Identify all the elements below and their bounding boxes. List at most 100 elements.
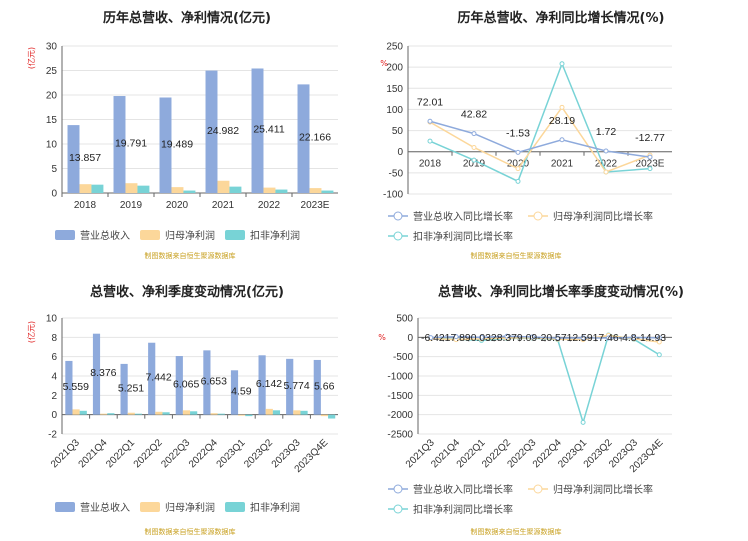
- y-tick-label: 0: [407, 333, 413, 344]
- legend-label-revenue[interactable]: 营业总收入: [80, 229, 130, 242]
- legend: 营业总收入同比增长率 归母净利润同比增长率 扣非净利润同比增长率: [388, 210, 653, 243]
- x-tick-label: 2019: [463, 159, 486, 170]
- y-tick-label: 5: [51, 164, 57, 175]
- x-tick-label: 2019: [120, 200, 143, 211]
- line-revenue-growth: [429, 120, 651, 158]
- y-tick-label: 20: [46, 91, 58, 102]
- legend-label-net-profit[interactable]: 归母净利润: [165, 229, 215, 242]
- bar-deducted-profit: [134, 413, 143, 415]
- x-tick-label: 2023E: [301, 200, 330, 211]
- legend-label-deducted-profit[interactable]: 扣非净利润: [250, 229, 300, 242]
- data-label-revenue: 19.489: [161, 138, 193, 150]
- x-tick-label: 2022: [258, 200, 281, 211]
- legend-label-net-profit-growth[interactable]: 归母净利润同比增长率: [553, 483, 653, 496]
- x-tick-label: 2022Q2: [132, 437, 165, 470]
- data-label-revenue: 5.559: [63, 381, 89, 393]
- bar-net-profit: [293, 410, 301, 415]
- point-revenue-growth: [631, 335, 637, 341]
- legend-label-deducted-profit[interactable]: 扣非净利润: [250, 501, 300, 514]
- legend-label-deducted-growth[interactable]: 扣非净利润同比增长率: [413, 503, 513, 516]
- line-deducted-profit-growth: [430, 334, 660, 426]
- data-label-revenue-growth: -1.53: [506, 127, 530, 139]
- data-label-revenue-growth: 28.19: [549, 115, 575, 127]
- legend-label-revenue[interactable]: 营业总收入: [80, 501, 130, 514]
- y-tick-label: -2000: [387, 410, 413, 421]
- bar-deducted-profit: [272, 410, 281, 415]
- y-tick-label: 4: [51, 372, 57, 383]
- y-axis-label: %: [378, 333, 386, 342]
- point-revenue-growth: [428, 335, 434, 341]
- x-tick-label: 2021: [551, 159, 574, 170]
- point-revenue-growth: [471, 131, 477, 137]
- source-note: 制图数据来自恒生聚源数据库: [145, 527, 236, 536]
- point-deducted-profit-growth: [559, 61, 565, 67]
- bar-revenue: [92, 333, 101, 415]
- legend-marker-net-profit-growth: [533, 484, 543, 494]
- data-label-revenue: 22.166: [299, 132, 331, 144]
- line-net-profit-growth: [429, 106, 651, 173]
- y-tick-label: -1000: [387, 372, 413, 383]
- data-label-revenue: 4.59: [231, 385, 252, 397]
- bar-net-profit: [210, 413, 218, 415]
- legend-swatch-revenue: [55, 502, 75, 512]
- legend-label-net-profit-growth[interactable]: 归母净利润同比增长率: [553, 210, 653, 223]
- point-deducted-profit-growth: [427, 138, 433, 144]
- y-tick-label: 100: [386, 105, 403, 116]
- legend: 营业总收入 归母净利润 扣非净利润: [55, 229, 300, 242]
- bar-revenue: [205, 70, 218, 193]
- bar-deducted-profit: [107, 413, 115, 415]
- data-label-revenue: 7.442: [145, 372, 171, 384]
- chart-title: 历年总营收、净利同比增长情况(%): [458, 10, 665, 26]
- point-net-profit-growth: [515, 166, 521, 172]
- y-tick-label: -2500: [387, 430, 413, 441]
- point-revenue-growth: [504, 333, 510, 339]
- y-tick-label: 500: [396, 314, 413, 325]
- data-label-revenue-growth: 42.82: [461, 109, 487, 121]
- data-label-revenue: 6.653: [201, 376, 227, 388]
- legend-label-revenue-growth[interactable]: 营业总收入同比增长率: [413, 210, 513, 223]
- bar-net-profit: [320, 414, 329, 417]
- legend-label-net-profit[interactable]: 归母净利润: [165, 501, 215, 514]
- chart-title: 总营收、净利季度变动情况(亿元): [90, 284, 284, 300]
- quarterly-growth-panel: 总营收、净利同比增长率季度变动情况(%) % -2500 -2000 -1500 -1…: [374, 270, 748, 540]
- x-tick-label: 2023Q2: [242, 437, 275, 470]
- bar-revenue: [258, 355, 266, 415]
- source-note: 制图数据来自恒生聚源数据库: [471, 527, 562, 536]
- data-label-revenue: 5.251: [118, 382, 144, 394]
- quarterly-growth-chart: 总营收、净利同比增长率季度变动情况(%) % -2500 -2000 -1500 -1…: [378, 284, 684, 536]
- bar-revenue: [120, 363, 128, 415]
- bar-net-profit: [155, 411, 163, 415]
- legend-swatch-net-profit: [140, 230, 160, 240]
- point-deducted-profit-growth: [656, 352, 662, 358]
- y-axis-label: (亿元): [26, 47, 36, 69]
- legend-marker-net-profit-growth: [533, 211, 543, 221]
- x-tick-label: 2021Q4: [77, 437, 110, 470]
- bar-net-profit: [171, 187, 184, 193]
- y-tick-label: 25: [46, 66, 58, 77]
- bar-net-profit: [238, 414, 246, 416]
- point-revenue-growth: [656, 335, 662, 341]
- source-note: 制图数据来自恒生聚源数据库: [471, 251, 562, 260]
- x-tick-label: 2020: [507, 159, 530, 170]
- bar-revenue: [113, 96, 126, 193]
- point-revenue-growth: [427, 118, 433, 124]
- legend-label-revenue-growth[interactable]: 营业总收入同比增长率: [413, 483, 513, 496]
- point-deducted-profit-growth: [647, 166, 653, 172]
- legend-label-deducted-growth[interactable]: 扣非净利润同比增长率: [413, 230, 513, 243]
- line-deducted-profit-growth: [429, 61, 651, 183]
- bar-revenue: [251, 68, 264, 193]
- y-tick-label: 200: [386, 63, 403, 74]
- bar-net-profit: [309, 188, 322, 193]
- data-label-revenue: 6.142: [256, 378, 282, 390]
- data-label-revenue: 5.774: [283, 380, 309, 392]
- bar-revenue: [175, 356, 183, 415]
- legend-marker-deducted-growth: [393, 504, 403, 514]
- x-tick-label: 2021: [212, 200, 235, 211]
- bar-deducted-profit: [137, 185, 150, 193]
- y-tick-label: 6: [51, 352, 57, 363]
- annual-growth-chart: 历年总营收、净利同比增长情况(%) % -100 -50 0 50 100 150 200 2…: [380, 10, 672, 260]
- bar-deducted-profit: [162, 412, 170, 415]
- legend: 营业总收入同比增长率 归母净利润同比增长率 扣非净利润同比增长率: [388, 483, 653, 516]
- data-label-revenue: 13.857: [69, 152, 101, 164]
- bar-deducted-profit: [300, 410, 308, 415]
